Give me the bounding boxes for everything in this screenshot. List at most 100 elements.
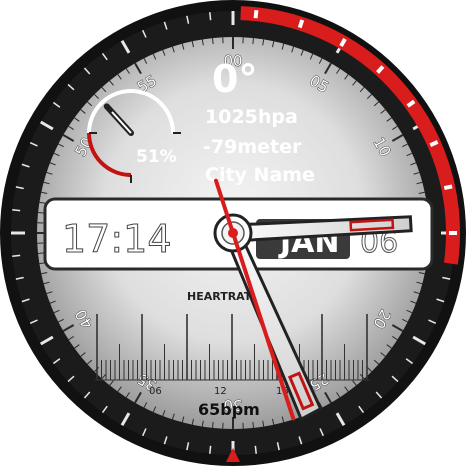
- bezel-tick: [21, 298, 30, 303]
- minute-tick: [74, 117, 80, 122]
- bezel-tick: [298, 436, 303, 445]
- battery-gauge: 51%: [87, 89, 181, 183]
- minute-tick: [252, 421, 254, 428]
- minute-tick: [380, 352, 386, 357]
- minute-tick: [336, 392, 341, 398]
- bezel-tick: [209, 12, 212, 21]
- minute-tick: [46, 291, 53, 295]
- minute-tick: [53, 309, 60, 314]
- red-arc-marker: [443, 184, 453, 191]
- minute-tick: [80, 352, 86, 357]
- bezel-tick: [186, 442, 190, 451]
- bezel-tick: [21, 163, 30, 168]
- minute-tick: [402, 143, 408, 148]
- hr-axis-label-06: 06: [149, 386, 162, 397]
- minute-tick: [262, 39, 265, 46]
- minute-tick: [46, 171, 53, 175]
- second-hand-pivot: [228, 228, 238, 238]
- bezel-tick: [186, 15, 190, 24]
- minute-tick: [324, 391, 332, 404]
- bezel-tick: [101, 52, 108, 61]
- red-arc-marker: [406, 99, 416, 108]
- minute-label: 30: [223, 396, 242, 414]
- minute-tick: [272, 418, 275, 425]
- minute-tick: [38, 212, 45, 214]
- minute-tick: [324, 62, 332, 75]
- minute-tick: [171, 413, 175, 420]
- minute-tick: [262, 420, 265, 427]
- minute-tick: [162, 49, 166, 56]
- minute-tick: [117, 74, 122, 80]
- minute-tick: [43, 181, 50, 185]
- minute-tick: [291, 46, 295, 53]
- minute-tick: [109, 80, 114, 86]
- minute-tick: [125, 392, 130, 398]
- minute-tick: [191, 418, 194, 425]
- bezel-tick: [163, 21, 168, 30]
- minute-tick: [366, 94, 372, 100]
- six-oclock-marker: [226, 448, 240, 462]
- minute-tick: [410, 162, 417, 166]
- minute-tick: [39, 201, 46, 204]
- battery-level-arc: [87, 132, 132, 177]
- minute-tick: [410, 300, 417, 304]
- minute-tick: [416, 181, 423, 185]
- red-bezel-arc: [240, 6, 460, 265]
- bezel-tick: [39, 335, 54, 346]
- minute-tick: [336, 68, 341, 74]
- minute-tick: [201, 420, 204, 427]
- bezel-tick: [254, 445, 257, 454]
- second-hand: [214, 178, 296, 421]
- bezel-tick: [142, 428, 147, 437]
- heartrate-value: 65bpm: [198, 400, 260, 419]
- bezel-tick: [39, 120, 54, 131]
- minute-tick: [74, 344, 80, 349]
- minute-tick: [181, 43, 185, 50]
- red-arc-marker: [429, 140, 439, 147]
- red-arc-marker: [339, 38, 347, 47]
- bezel-tick: [15, 186, 24, 190]
- minute-tick: [162, 410, 166, 417]
- bezel-tick: [375, 391, 383, 399]
- minute-tick: [413, 171, 420, 175]
- bezel-tick: [428, 319, 437, 324]
- minute-label: 00: [223, 52, 242, 70]
- minute-tick: [318, 58, 323, 64]
- minute-tick: [201, 39, 204, 46]
- hr-axis-label-12: 12: [214, 386, 227, 397]
- minute-tick: [117, 386, 122, 392]
- minute-tick: [392, 336, 398, 341]
- minute-tick: [413, 291, 420, 295]
- minute-tick: [87, 359, 93, 365]
- minute-tick: [212, 421, 214, 428]
- minute-tick: [62, 134, 75, 142]
- minute-tick-marks: [37, 37, 429, 429]
- minute-tick: [406, 152, 413, 157]
- minute-tick: [58, 318, 64, 323]
- bezel-tick: [412, 335, 427, 346]
- bezel-tick: [335, 412, 346, 427]
- minute-tick: [309, 53, 314, 60]
- bezel-tick: [67, 83, 75, 91]
- red-arc-marker: [376, 65, 385, 74]
- minute-tick: [344, 74, 349, 80]
- minute-tick: [252, 38, 254, 45]
- bezel-tick: [120, 39, 131, 54]
- minute-tick: [344, 386, 349, 392]
- minute-tick: [386, 344, 392, 349]
- minute-tick: [402, 318, 408, 323]
- bezel-tick: [436, 298, 445, 303]
- minute-tick: [125, 68, 130, 74]
- minute-tick: [212, 38, 214, 45]
- minute-tick: [101, 87, 107, 93]
- bezel-tick: [358, 405, 365, 414]
- minute-tick: [391, 324, 404, 332]
- bezel-tick: [209, 445, 212, 454]
- minute-tick: [41, 272, 48, 275]
- minute-tick: [373, 359, 379, 365]
- bezel-tick: [101, 405, 108, 414]
- hr-axis-label-18: 18: [276, 386, 289, 397]
- minute-tick: [281, 416, 285, 423]
- minute-tick: [352, 80, 357, 86]
- pressure-label: 1025hpa: [205, 106, 298, 128]
